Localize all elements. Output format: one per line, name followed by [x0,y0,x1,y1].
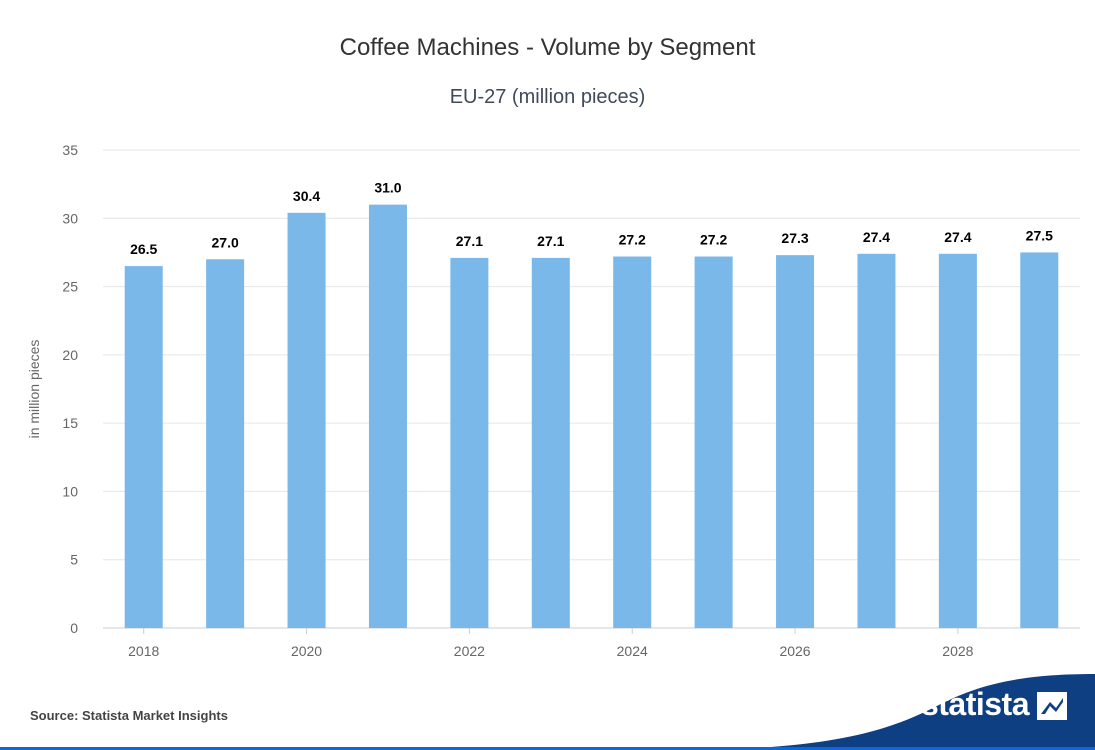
statista-logo-icon [1037,692,1067,720]
data-label: 27.2 [700,232,727,248]
data-label: 31.0 [374,180,401,196]
data-label: 27.5 [1026,227,1053,243]
y-axis-title: in million pieces [26,340,42,439]
bar [206,259,245,628]
brand-wave [715,674,1095,750]
data-label: 27.1 [537,233,564,249]
statista-brand: statista [715,672,1095,750]
bar [1020,252,1059,628]
source-note: Source: Statista Market Insights [30,708,228,723]
bar [450,257,489,628]
y-tick-label: 10 [62,483,78,499]
brand-name: statista [920,686,1030,722]
chart-subtitle: EU-27 (million pieces) [449,86,646,108]
chart-title: Coffee Machines - Volume by Segment [339,34,756,61]
y-tick-label: 20 [62,347,78,363]
bar [694,256,733,628]
x-tick-label: 2018 [128,643,159,659]
data-label: 30.4 [293,188,320,204]
y-tick-label: 0 [70,620,78,636]
x-tick-label: 2024 [617,643,648,659]
data-label: 27.4 [944,229,971,245]
bar [531,257,570,628]
data-label: 27.1 [456,233,483,249]
bar [613,256,652,628]
bar [368,204,407,628]
bottom-accent-line [0,747,1095,750]
y-tick-label: 5 [70,552,78,568]
x-tick-label: 2020 [291,643,322,659]
data-label: 26.5 [130,241,157,257]
bar-chart: 0 5 10 15 20 25 30 35 in million pieces 26.5 2018 2… [26,142,1080,659]
data-label: 27.3 [781,230,808,246]
bar [857,253,896,628]
y-tick-label: 35 [62,142,78,158]
y-tick-label: 25 [62,279,78,295]
bar [124,266,163,628]
data-label: 27.4 [863,229,890,245]
x-tick-label: 2026 [779,643,810,659]
bar [287,212,326,628]
data-label: 27.0 [212,234,239,250]
bar [938,253,977,628]
y-tick-label: 30 [62,210,78,226]
x-tick-label: 2028 [942,643,973,659]
y-tick-label: 15 [62,415,78,431]
data-label: 27.2 [619,232,646,248]
bar [776,255,815,628]
x-tick-label: 2022 [454,643,485,659]
